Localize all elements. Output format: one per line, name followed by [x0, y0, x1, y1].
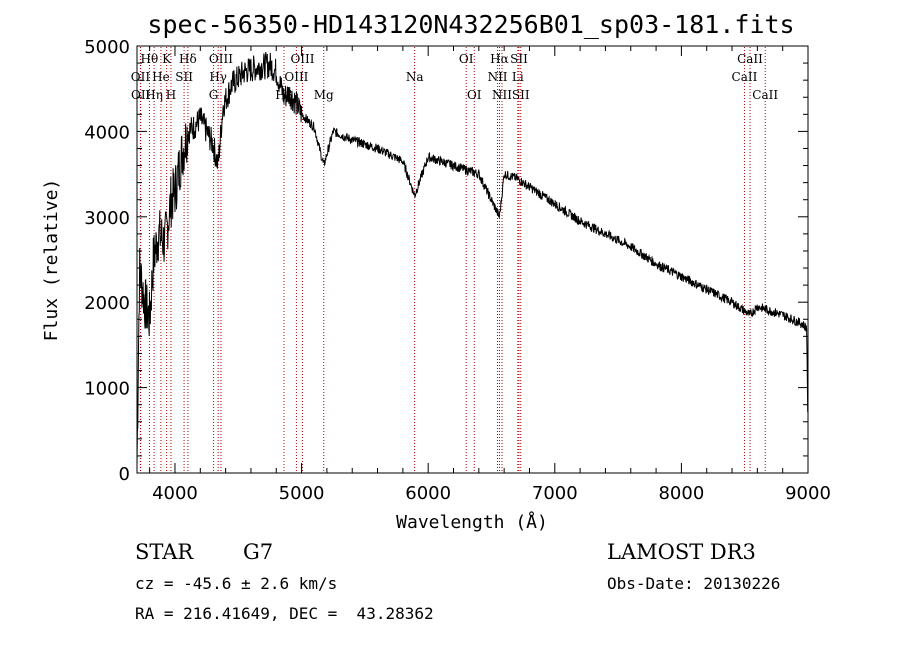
x-tick-label: 9000	[785, 483, 831, 504]
y-tick-label: 1000	[84, 379, 130, 400]
y-axis: 0 1000 2000 3000 4000 5000	[84, 37, 808, 485]
line-label-13: OIII	[290, 52, 314, 66]
x-axis: 4000 5000 6000 7000 8000 9000	[149, 46, 831, 504]
line-label-11: G	[209, 88, 219, 102]
line-label-2: OII	[131, 88, 151, 102]
spectrum-line	[136, 52, 809, 466]
x-tick-label: 8000	[658, 483, 704, 504]
y-tick-label: 2000	[84, 293, 130, 314]
y-tick-label: 4000	[84, 122, 130, 143]
obs-date: Obs-Date: 20130226	[607, 574, 781, 593]
x-tick-label: 4000	[152, 483, 198, 504]
x-axis-label: Wavelength (Å)	[396, 511, 548, 533]
line-label-5: K	[162, 52, 172, 66]
line-label-25: CaII	[737, 52, 763, 66]
line-label-16: Na	[406, 70, 424, 84]
line-label-0: Hθ	[141, 52, 159, 66]
coordinates: RA = 216.41649, DEC = 43.28362	[135, 604, 434, 623]
line-label-14: OIII	[284, 70, 308, 84]
line-label-15: Mg	[314, 88, 334, 102]
line-label-6: H	[166, 88, 176, 102]
plot-frame	[136, 45, 809, 474]
line-label-9: OIII	[209, 52, 233, 66]
line-label-27: CaII	[752, 88, 778, 102]
line-label-24: SII	[512, 88, 530, 102]
redshift-cz: cz = -45.6 ± 2.6 km/s	[135, 574, 338, 593]
line-label-4: He	[152, 70, 170, 84]
y-axis-label: Flux (relative)	[41, 179, 62, 342]
line-label-7: SII	[175, 70, 193, 84]
x-tick-label: 6000	[405, 483, 451, 504]
line-label-21: NII	[492, 88, 512, 102]
object-class: STAR	[135, 540, 194, 564]
chart-title: spec-56350-HD143120N432256B01_sp03-181.f…	[147, 10, 794, 39]
line-label-8: Hδ	[179, 52, 197, 66]
survey-name: LAMOST DR3	[607, 540, 756, 564]
line-markers	[139, 47, 766, 472]
line-label-3: Hη	[145, 88, 163, 102]
line-label-22: SII	[510, 52, 528, 66]
line-label-1: OII	[131, 70, 151, 84]
line-label-20: NII	[488, 70, 508, 84]
y-tick-label: 5000	[84, 37, 130, 58]
y-tick-label: 3000	[84, 208, 130, 229]
x-tick-label: 7000	[532, 483, 578, 504]
line-label-10: Hγ	[209, 70, 227, 84]
x-tick-label: 5000	[279, 483, 325, 504]
subclass: G7	[243, 540, 274, 564]
line-label-18: OI	[467, 88, 482, 102]
line-label-26: CaII	[732, 70, 758, 84]
line-label-17: OI	[459, 52, 474, 66]
line-label-23: Li	[512, 70, 524, 84]
line-label-19: Hα	[490, 52, 509, 66]
y-tick-label: 0	[119, 464, 130, 485]
